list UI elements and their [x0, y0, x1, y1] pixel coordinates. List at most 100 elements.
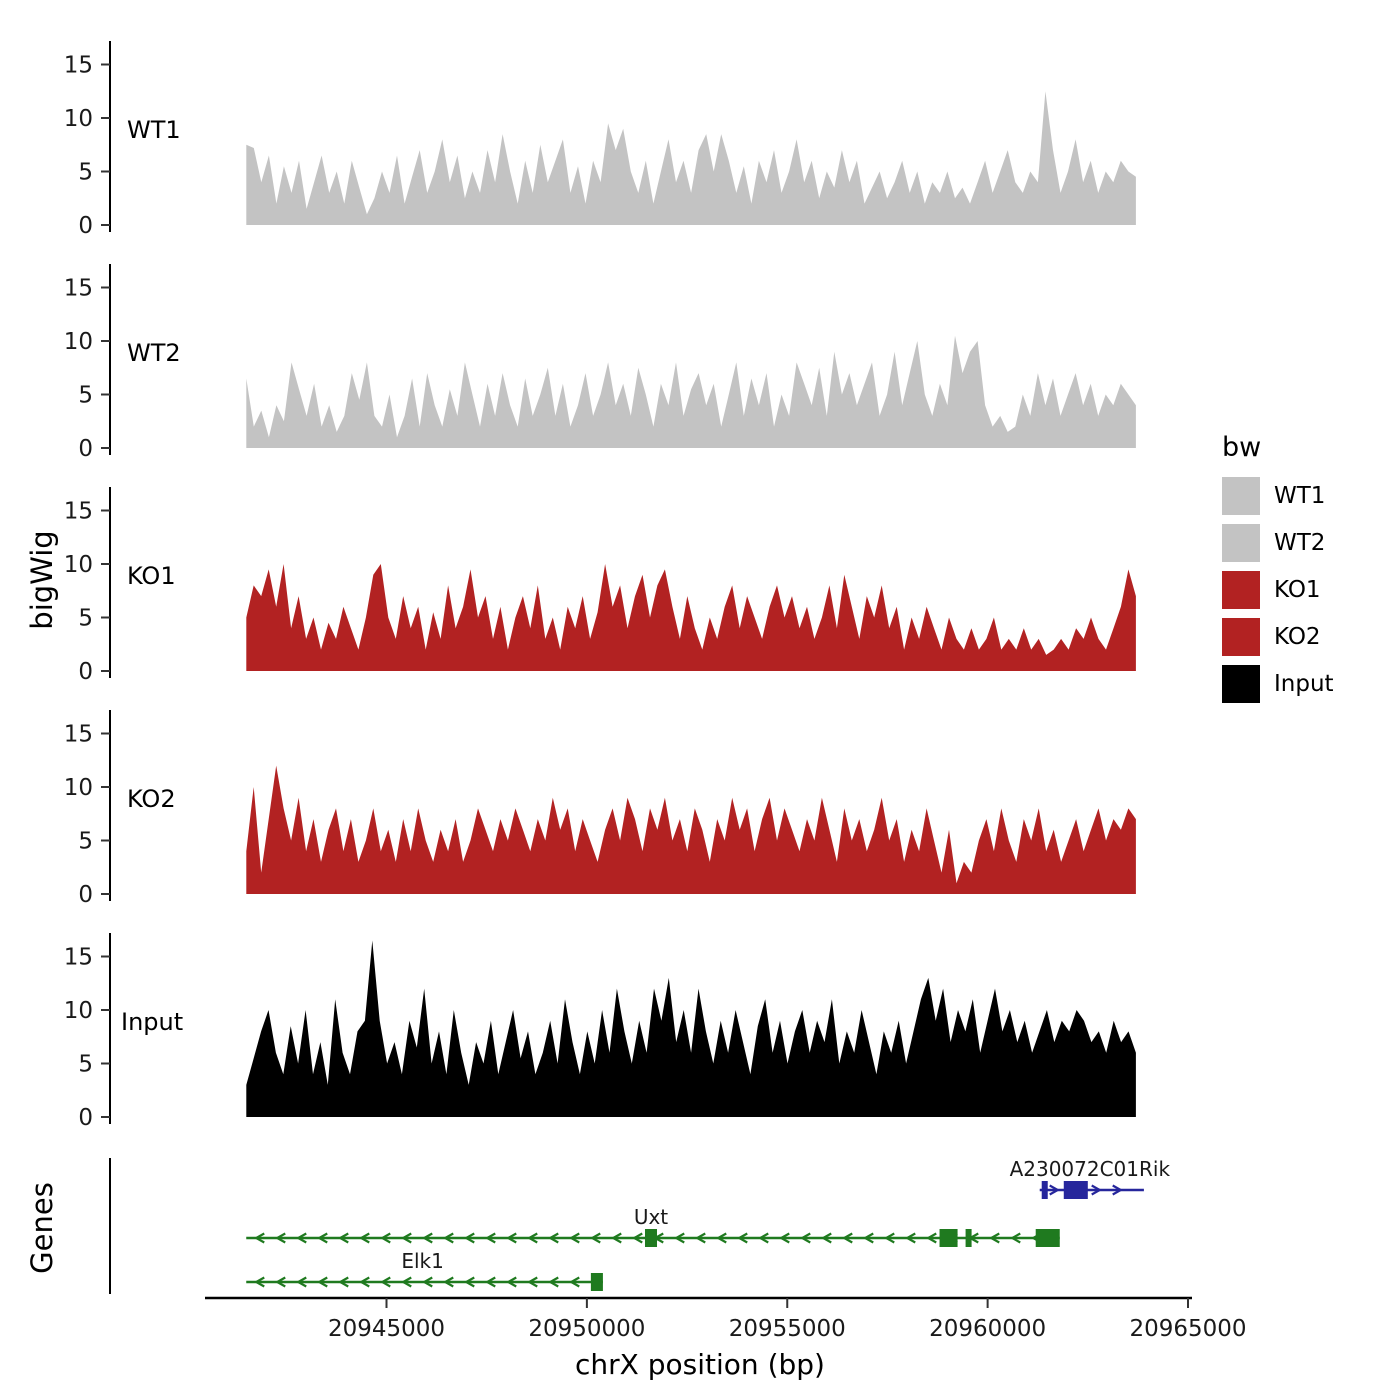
strand-arrow-icon [590, 1232, 601, 1244]
strand-arrow-icon [296, 1232, 307, 1244]
strand-arrow-icon [821, 1232, 832, 1244]
legend-entry: Input [1222, 665, 1392, 703]
coverage-track-svg-ko2: 0 5 10 15 [64, 710, 1136, 904]
y-tick-label: 10 [64, 552, 93, 578]
strand-arrow-icon [905, 1232, 916, 1244]
strand-arrow-icon [443, 1232, 454, 1244]
strand-arrow-icon [1091, 1184, 1102, 1196]
strand-arrow-icon [569, 1276, 580, 1288]
legend-entry: KO1 [1222, 571, 1392, 609]
y-tick-label: 15 [64, 53, 93, 79]
x-axis-svg: 20945000 20950000 20955000 20960000 20965000 [205, 1296, 1247, 1342]
strand-arrow-icon [317, 1232, 328, 1244]
strand-arrow-icon [632, 1232, 643, 1244]
y-tick-label: 5 [78, 829, 93, 855]
legend-label: Input [1274, 671, 1334, 697]
strand-arrow-icon [338, 1232, 349, 1244]
strand-arrow-icon [506, 1276, 517, 1288]
x-axis-title: chrX position (bp) [575, 1348, 825, 1381]
legend-swatch-wt2 [1222, 524, 1260, 562]
strand-arrow-icon [485, 1232, 496, 1244]
legend-swatch-ko1 [1222, 571, 1260, 609]
y-tick-label: 0 [78, 882, 93, 904]
y-tick-label: 0 [78, 1105, 93, 1127]
strand-arrow-icon [380, 1232, 391, 1244]
legend-swatch-wt1 [1222, 477, 1260, 515]
strand-arrow-icon [548, 1276, 559, 1288]
x-tick-label: 20950000 [528, 1316, 645, 1342]
gene-exon [590, 1273, 603, 1291]
y-tick-label: 0 [78, 659, 93, 681]
strand-arrow-icon [275, 1232, 286, 1244]
legend-entry: WT1 [1222, 477, 1392, 515]
y-tick-label: 5 [78, 383, 93, 409]
gene-exon [644, 1229, 658, 1247]
y-tick-label: 0 [78, 436, 93, 458]
legend-swatch-input [1222, 665, 1260, 703]
strand-arrow-icon [380, 1276, 391, 1288]
strand-arrow-icon [926, 1232, 937, 1244]
x-tick-label: 20945000 [328, 1316, 445, 1342]
strand-arrow-icon [674, 1232, 685, 1244]
strand-arrow-icon [443, 1276, 454, 1288]
coverage-track-svg-wt2: 0 5 10 15 [64, 264, 1136, 458]
strand-arrow-icon [527, 1232, 538, 1244]
y-tick-label: 15 [64, 722, 93, 748]
x-tick-label: 20960000 [929, 1316, 1046, 1342]
track-label-input: Input [121, 1008, 184, 1036]
coverage-area-ko2 [246, 765, 1136, 894]
strand-arrow-icon [485, 1276, 496, 1288]
y-tick-label: 10 [64, 998, 93, 1024]
x-tick-label: 20965000 [1129, 1316, 1246, 1342]
y-tick-label: 5 [78, 606, 93, 632]
track-label-ko2: KO2 [127, 785, 176, 813]
strand-arrow-icon [758, 1232, 769, 1244]
y-tick-label: 10 [64, 106, 93, 132]
strand-arrow-icon [527, 1276, 538, 1288]
strand-arrow-icon [884, 1232, 895, 1244]
strand-arrow-icon [296, 1276, 307, 1288]
track-label-wt2: WT2 [127, 339, 181, 367]
legend-title: bw [1222, 432, 1262, 463]
strand-arrow-icon [401, 1276, 412, 1288]
strand-arrow-icon [338, 1276, 349, 1288]
coverage-area-wt2 [246, 335, 1136, 448]
coverage-area-wt1 [246, 91, 1136, 225]
strand-arrow-icon [254, 1276, 265, 1288]
strand-arrow-icon [863, 1232, 874, 1244]
gene-label-a230072c01rik: A230072C01Rik [1010, 1157, 1171, 1181]
strand-arrow-icon [989, 1232, 1000, 1244]
strand-arrow-icon [779, 1232, 790, 1244]
strand-arrow-icon [737, 1232, 748, 1244]
legend-label: KO1 [1274, 577, 1321, 603]
y-tick-label: 0 [78, 213, 93, 235]
gene-exon [1041, 1181, 1048, 1199]
strand-arrow-icon [401, 1232, 412, 1244]
legend-entry: KO2 [1222, 618, 1392, 656]
legend-swatch-ko2 [1222, 618, 1260, 656]
strand-arrow-icon [842, 1232, 853, 1244]
y-tick-label: 5 [78, 1052, 93, 1078]
gene-exon [965, 1229, 972, 1247]
strand-arrow-icon [254, 1232, 265, 1244]
strand-arrow-icon [359, 1232, 370, 1244]
y-tick-label: 10 [64, 775, 93, 801]
strand-arrow-icon [422, 1232, 433, 1244]
legend-label: KO2 [1274, 624, 1321, 650]
legend-label: WT2 [1274, 530, 1326, 556]
strand-arrow-icon [464, 1232, 475, 1244]
strand-arrow-icon [506, 1232, 517, 1244]
gene-label-elk1: Elk1 [401, 1249, 444, 1273]
strand-arrow-icon [548, 1232, 559, 1244]
coverage-track-svg-wt1: 0 5 10 15 [64, 41, 1136, 235]
gene-exon [939, 1229, 958, 1247]
legend-entry: WT2 [1222, 524, 1392, 562]
y-tick-label: 5 [78, 160, 93, 186]
legend: bw WT1 WT2 KO1 KO2 Input [1222, 432, 1392, 712]
coverage-track-svg-input: 0 5 10 15 [64, 933, 1136, 1127]
coverage-track-svg-ko1: 0 5 10 15 [64, 487, 1136, 681]
strand-arrow-icon [464, 1276, 475, 1288]
strand-arrow-icon [1010, 1232, 1021, 1244]
track-label-ko1: KO1 [127, 562, 176, 590]
